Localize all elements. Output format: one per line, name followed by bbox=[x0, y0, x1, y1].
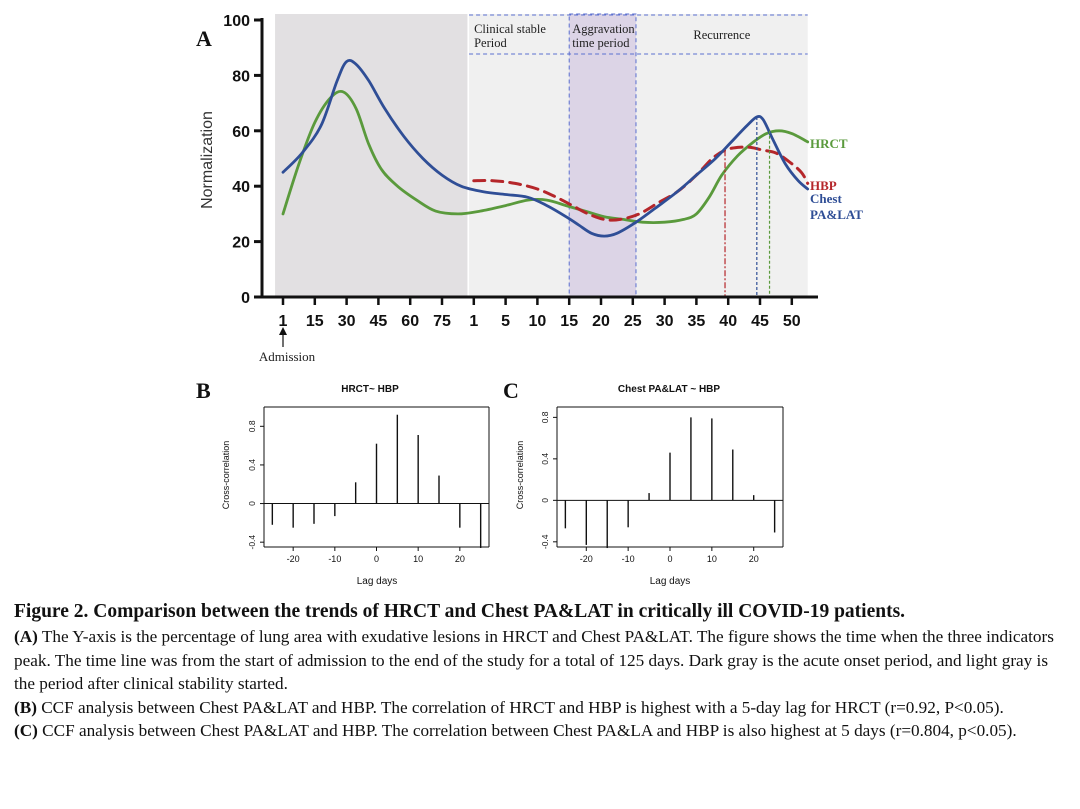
ccf-y-tick-label: 0 bbox=[540, 498, 550, 503]
panel-b-ylabel: Cross-correlation bbox=[221, 441, 231, 510]
ccf-x-tick-label: 0 bbox=[374, 554, 379, 564]
x-tick-label: 30 bbox=[656, 313, 674, 330]
clinical-stable-label-line2: Period bbox=[474, 36, 507, 50]
panel-b-xlabel: Lag days bbox=[357, 576, 398, 587]
series-line-hrct bbox=[281, 90, 810, 224]
panel-b-title: HRCT~ HBP bbox=[341, 384, 399, 395]
x-tick-label: 45 bbox=[751, 313, 769, 330]
caption-a: (A) The Y-axis is the percentage of lung… bbox=[14, 625, 1072, 696]
ccf-y-tick-label: -0.4 bbox=[540, 534, 550, 549]
panel-c-letter: C bbox=[503, 378, 519, 403]
label-chest-line1: Chest bbox=[810, 191, 842, 206]
series-line-chest-pa-lat bbox=[281, 58, 810, 238]
ccf-x-tick-label: 10 bbox=[413, 554, 423, 564]
period-backgrounds bbox=[275, 13, 808, 298]
x-tick-label: 25 bbox=[624, 313, 642, 330]
panel-a-ylabel: Normalization bbox=[199, 111, 216, 209]
ccf-y-tick-label: 0.4 bbox=[247, 459, 257, 471]
caption-c-text: CCF analysis between Chest PA&LAT and HB… bbox=[37, 721, 1017, 740]
admission-marker: Admission bbox=[259, 327, 316, 364]
x-tick-label: 1 bbox=[279, 313, 288, 330]
ccf-x-tick-label: 20 bbox=[749, 554, 759, 564]
x-tick-label: 15 bbox=[306, 313, 324, 330]
label-hrct: HRCT bbox=[810, 136, 848, 151]
caption-a-label: (A) bbox=[14, 627, 38, 646]
label-chest-line2: PA&LAT bbox=[810, 207, 863, 222]
aggravation-label-line1: Aggravation bbox=[572, 22, 635, 36]
clinical-stable-label-line1: Clinical stable bbox=[474, 22, 546, 36]
y-tick-label: 20 bbox=[232, 235, 250, 252]
ccf-y-tick-label: -0.4 bbox=[247, 535, 257, 550]
recurrence-label: Recurrence bbox=[693, 28, 750, 42]
x-tick-label: 40 bbox=[719, 313, 737, 330]
x-tick-label: 20 bbox=[592, 313, 610, 330]
x-tick-label: 60 bbox=[401, 313, 419, 330]
x-tick-label: 10 bbox=[529, 313, 547, 330]
x-tick-label: 75 bbox=[433, 313, 451, 330]
figure-caption: Figure 2. Comparison between the trends … bbox=[14, 598, 1072, 743]
peak-markers bbox=[724, 116, 771, 297]
y-tick-label: 60 bbox=[232, 124, 250, 141]
panel-a-letter: A bbox=[196, 26, 212, 51]
ccf-x-tick-label: 0 bbox=[667, 554, 672, 564]
panel-b-letter: B bbox=[196, 378, 211, 403]
ccf-y-tick-label: 0.8 bbox=[247, 420, 257, 432]
panel-c-title: Chest PA&LAT ~ HBP bbox=[618, 384, 720, 395]
panel-c: C Chest PA&LAT ~ HBP -0.4 0 0.4 0.8 -20 -10 0 1… bbox=[503, 378, 784, 587]
panel-b-plot: -0.4 0 0.4 0.8 -20 -10 0 10 20 bbox=[247, 406, 490, 564]
aggravation-period-bg bbox=[568, 13, 637, 298]
x-tick-label: 1 bbox=[469, 313, 478, 330]
y-tick-label: 40 bbox=[232, 179, 250, 196]
panel-c-ylabel: Cross-correlation bbox=[515, 441, 525, 510]
stable-period-bg bbox=[469, 14, 808, 297]
panel-c-xlabel: Lag days bbox=[650, 576, 691, 587]
ccf-y-tick-label: 0.8 bbox=[540, 411, 550, 423]
ccf-x-tick-label: 20 bbox=[455, 554, 465, 564]
y-tick-label: 0 bbox=[241, 290, 250, 307]
caption-b-label: (B) bbox=[14, 697, 37, 717]
label-hbp: HBP bbox=[810, 178, 837, 193]
admission-label: Admission bbox=[259, 349, 316, 364]
ccf-y-tick-label: 0.4 bbox=[540, 453, 550, 465]
aggravation-label-line2: time period bbox=[572, 36, 630, 50]
ccf-x-tick-label: -20 bbox=[287, 554, 300, 564]
caption-c: (C) CCF analysis between Chest PA&LAT an… bbox=[14, 719, 1072, 743]
caption-b: (B) CCF analysis between Chest PA&LAT an… bbox=[14, 696, 1072, 720]
ccf-x-tick-label: -20 bbox=[580, 554, 593, 564]
x-tick-label: 50 bbox=[783, 313, 801, 330]
x-tick-label: 15 bbox=[560, 313, 578, 330]
ccf-y-tick-label: 0 bbox=[247, 501, 257, 506]
panel-b: B HRCT~ HBP -0.4 0 0.4 0.8 -20 -10 0 10 20 Lag d… bbox=[196, 378, 490, 587]
y-tick-label: 80 bbox=[232, 68, 250, 85]
caption-title: Figure 2. Comparison between the trends … bbox=[14, 601, 906, 622]
acute-period-bg bbox=[275, 14, 468, 297]
caption-b-text: CCF analysis between Chest PA&LAT and HB… bbox=[36, 697, 1004, 717]
panel-c-plot: -0.4 0 0.4 0.8 -20 -10 0 10 20 bbox=[540, 406, 784, 564]
ccf-x-tick-label: 10 bbox=[707, 554, 717, 564]
caption-c-label: (C) bbox=[14, 721, 38, 740]
ccf-x-tick-label: -10 bbox=[622, 554, 635, 564]
x-tick-label: 35 bbox=[688, 313, 706, 330]
x-tick-label: 45 bbox=[370, 313, 388, 330]
y-tick-label: 100 bbox=[223, 13, 250, 30]
ccf-x-tick-label: -10 bbox=[328, 554, 341, 564]
x-tick-label: 5 bbox=[501, 313, 510, 330]
caption-a-text: The Y-axis is the percentage of lung are… bbox=[14, 627, 1054, 693]
x-tick-label: 30 bbox=[338, 313, 356, 330]
